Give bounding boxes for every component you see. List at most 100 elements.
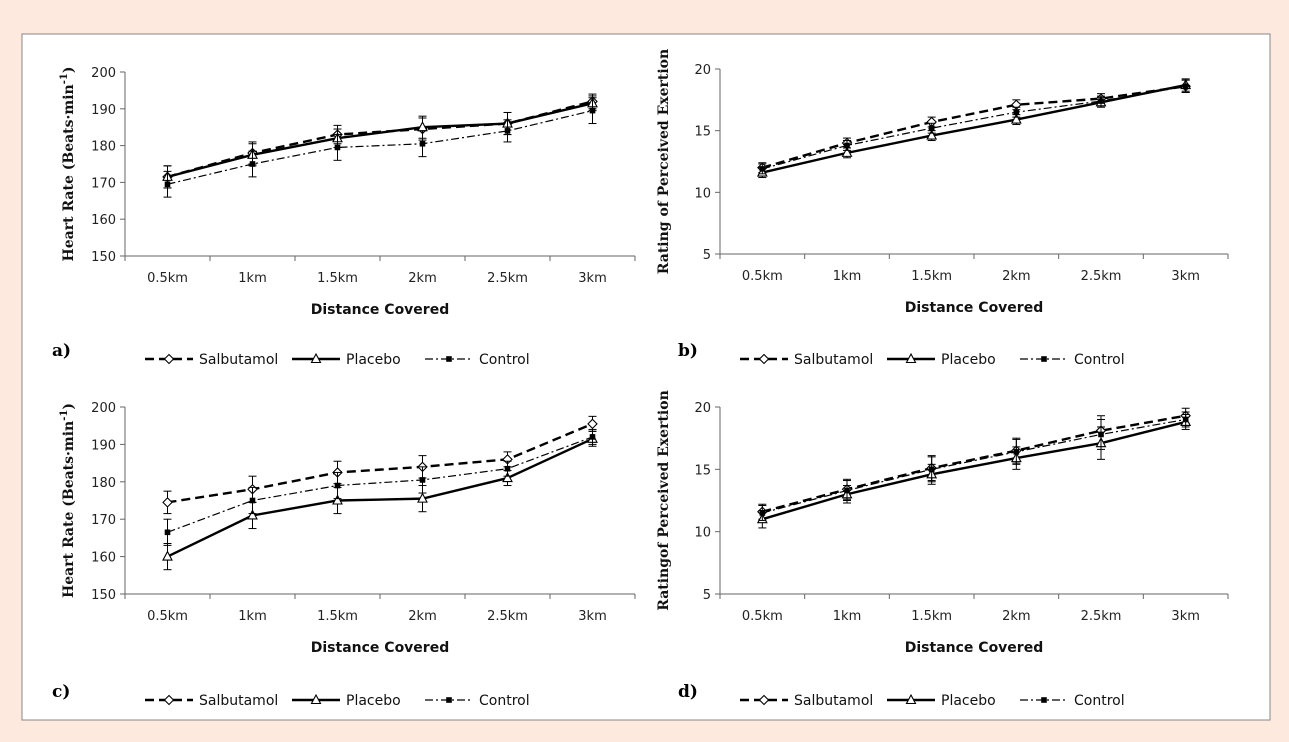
legend-marker (163, 353, 175, 365)
chart-panel-2: 5 10 15 20 0.5km 1km 1.5km 2km 2.5km 3km Distance … (656, 49, 1229, 368)
x-tick-label: 0.5km (742, 609, 783, 624)
data-point (926, 129, 938, 140)
panel-label: d) (678, 682, 698, 702)
data-point (844, 142, 850, 149)
x-tick-label: 1.5km (911, 609, 952, 624)
series-line (762, 414, 1186, 513)
data-point (928, 466, 935, 473)
x-tick-label: 3km (578, 609, 606, 624)
legend-marker (310, 352, 322, 364)
series-line (167, 102, 593, 179)
series-line (167, 110, 593, 185)
data-point (589, 434, 596, 440)
y-axis-title-main: Ratingof Perceived Exertion (656, 390, 672, 611)
series-line (762, 83, 1186, 174)
data-point (844, 487, 850, 494)
legend-marker (446, 356, 452, 362)
x-tick-label: 0.5km (147, 271, 188, 286)
y-tick-label: 190 (91, 438, 116, 453)
data-point (419, 140, 426, 147)
y-tick-label: 190 (91, 103, 116, 118)
series-line (761, 420, 1186, 521)
series-control (758, 411, 1190, 521)
y-axis-title: Ratingof Perceived Exertion (656, 390, 672, 611)
y-axis-title: Rating of Perceived Exertion (656, 49, 672, 274)
legend-label: Control (1074, 352, 1125, 368)
legend: Salbutamol Placebo Control (740, 352, 1125, 368)
y-axis-title-superscript: -1 (59, 410, 70, 421)
panel-label: b) (678, 341, 698, 361)
y-axis-title-close: ) (61, 67, 77, 74)
panel-label: c) (52, 682, 70, 702)
y-axis-title-close: ) (61, 403, 77, 410)
x-tick-label: 0.5km (147, 609, 188, 624)
legend-marker (905, 352, 917, 364)
x-axis-title: Distance Covered (905, 640, 1043, 656)
x-tick-label: 2.5km (1081, 609, 1122, 624)
x-tick-label: 1.5km (317, 271, 358, 286)
legend-marker (758, 353, 770, 365)
x-tick-label: 1km (238, 609, 266, 624)
data-point (841, 146, 853, 157)
y-tick-label: 180 (91, 476, 116, 491)
data-point (1182, 83, 1189, 90)
legend-marker (446, 697, 452, 703)
legend-label: Salbutamol (794, 352, 873, 368)
data-point (759, 510, 766, 516)
x-tick-label: 1.5km (911, 269, 952, 284)
y-axis-title: Heart Rate (Beats·min-1) (59, 403, 77, 598)
data-point (504, 128, 511, 134)
data-point (759, 166, 766, 172)
data-point (164, 181, 171, 188)
legend-marker (1041, 697, 1047, 703)
legend: Salbutamol Placebo Control (740, 693, 1125, 709)
x-tick-label: 2km (408, 609, 436, 624)
y-tick-label: 5 (703, 588, 711, 603)
data-point (504, 465, 511, 472)
data-point (249, 161, 256, 167)
y-tick-label: 150 (91, 250, 116, 265)
data-point (332, 494, 343, 505)
y-tick-label: 15 (694, 463, 711, 478)
panel-frame (21, 33, 1271, 721)
y-tick-label: 160 (91, 551, 116, 566)
charts-layer: 150 160 170 180 190 200 0.5km 1km 1.5km 2km 2.5km 3… (52, 49, 1229, 709)
legend-marker (1041, 356, 1047, 362)
data-point (162, 550, 173, 561)
legend-label: Control (479, 693, 530, 709)
legend-label: Control (479, 352, 530, 368)
x-tick-label: 2.5km (487, 609, 528, 624)
legend-label: Placebo (941, 352, 996, 368)
legend: Salbutamol Placebo Control (145, 693, 530, 709)
x-axis-title: Distance Covered (311, 640, 449, 656)
legend-label: Placebo (346, 352, 401, 368)
data-point (162, 497, 173, 508)
x-axis-title: Distance Covered (311, 302, 449, 318)
data-point (587, 418, 598, 430)
data-point (334, 482, 341, 489)
legend-label: Placebo (941, 693, 996, 709)
series-line (167, 436, 593, 533)
series-control (163, 428, 597, 546)
data-point (928, 125, 935, 131)
y-tick-label: 15 (694, 125, 711, 140)
y-tick-label: 180 (91, 140, 116, 155)
y-axis-title-main: Heart Rate (Beats·min (61, 84, 77, 261)
legend-marker (905, 693, 917, 705)
data-point (334, 144, 341, 151)
chart-panel-1: 150 160 170 180 190 200 0.5km 1km 1.5km 2km 2.5km 3… (52, 66, 636, 368)
y-tick-label: 200 (91, 401, 116, 416)
x-tick-label: 2.5km (1081, 269, 1122, 284)
data-point (502, 471, 513, 483)
legend-label: Salbutamol (199, 352, 278, 368)
x-tick-label: 3km (578, 271, 606, 286)
data-point (1098, 98, 1104, 104)
x-tick-label: 2.5km (487, 271, 528, 286)
x-tick-label: 1km (238, 271, 266, 286)
legend-label: Salbutamol (794, 693, 873, 709)
y-tick-label: 5 (703, 248, 711, 263)
y-tick-label: 150 (91, 588, 116, 603)
series-line (761, 85, 1186, 169)
legend-marker (758, 694, 770, 706)
